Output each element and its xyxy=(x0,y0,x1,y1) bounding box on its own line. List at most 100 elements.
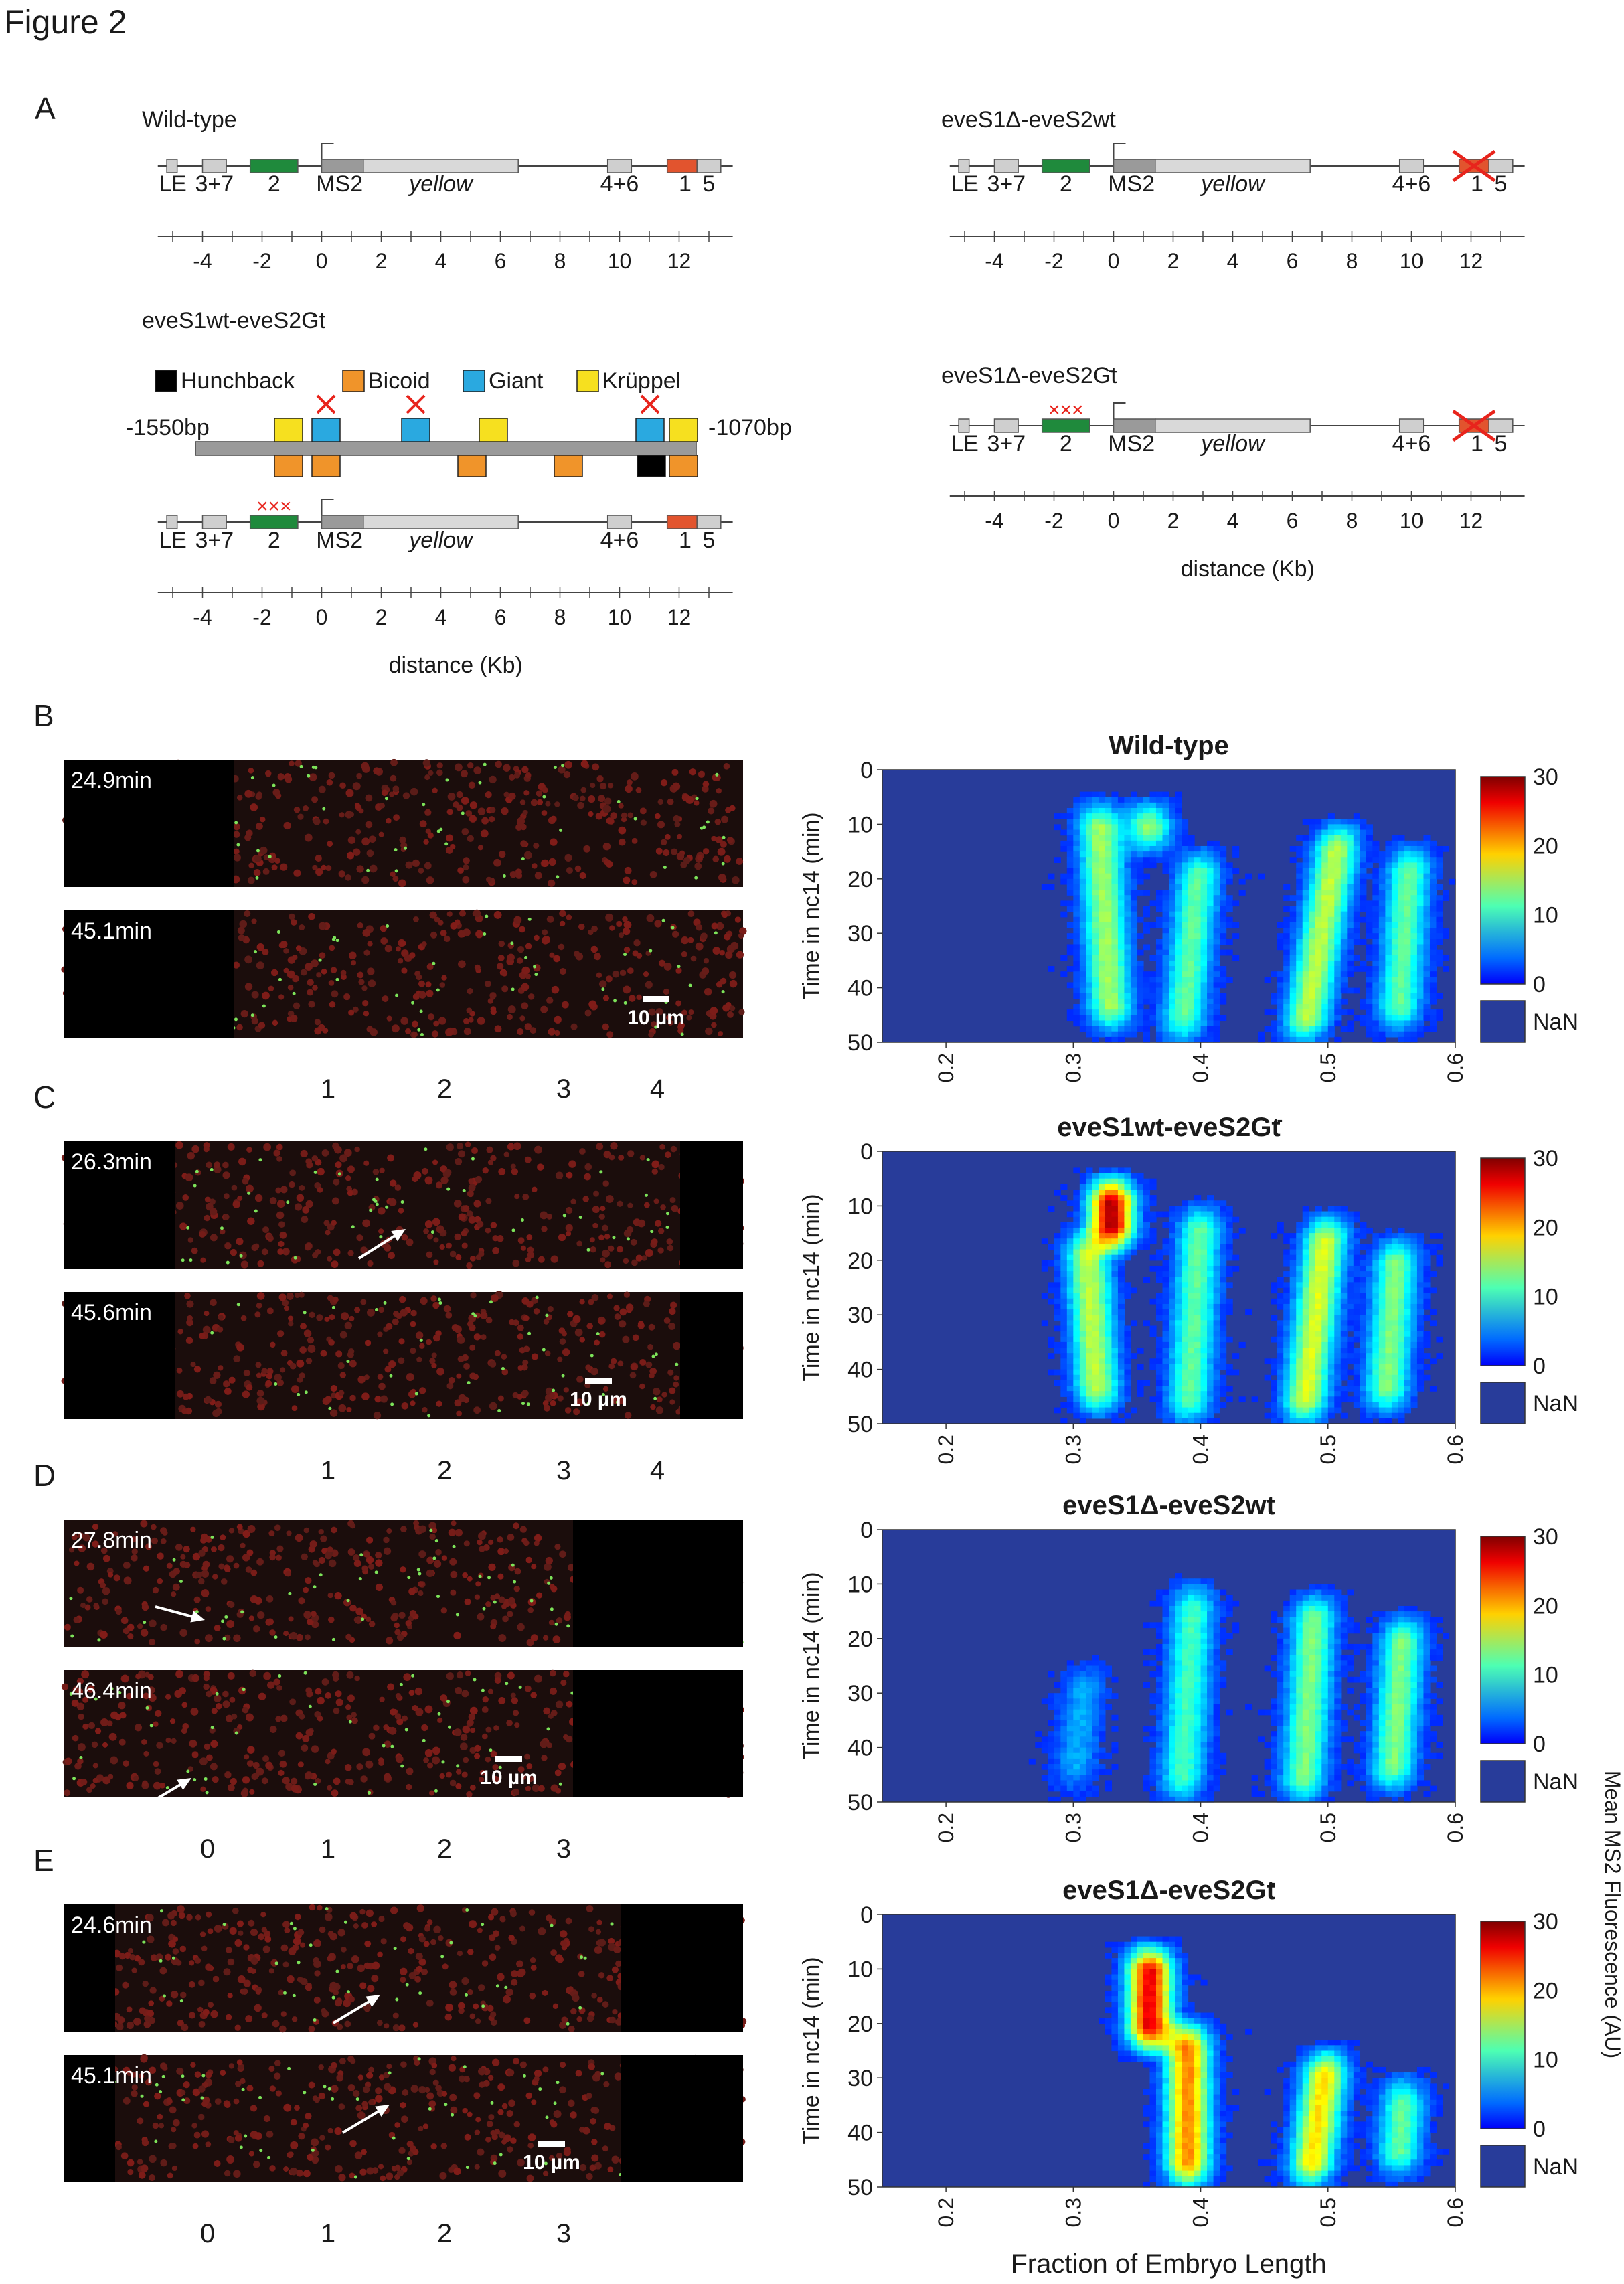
heatmap-cell xyxy=(1111,835,1119,841)
heatmap-cell xyxy=(1360,868,1367,874)
nucleus xyxy=(262,1226,270,1234)
heatmap-cell xyxy=(1360,1271,1367,1277)
ms2-spot xyxy=(417,1028,421,1032)
enhancer-37-box xyxy=(993,159,1019,173)
time-label-late: 45.6min xyxy=(71,1300,152,1325)
ms2-spot xyxy=(247,1191,251,1195)
nucleus xyxy=(463,864,469,871)
heatmap-cell xyxy=(1066,824,1074,831)
heatmap-cell xyxy=(1207,906,1214,912)
heatmap-cell xyxy=(1137,890,1144,896)
heatmap-cell xyxy=(1188,890,1195,896)
heatmap-cell xyxy=(1130,807,1138,814)
heatmap-cell xyxy=(1410,873,1418,880)
nucleus xyxy=(467,987,473,994)
heatmap-cell xyxy=(1391,1026,1398,1032)
heatmap-cell xyxy=(1130,971,1138,977)
heatmap-cell xyxy=(1315,851,1322,858)
nucleus xyxy=(424,1220,433,1228)
nucleus xyxy=(710,1007,718,1015)
heatmap-cell xyxy=(1169,911,1176,918)
heatmap-cell xyxy=(1207,928,1214,934)
heatmap-cell xyxy=(1130,1184,1138,1190)
heatmap-cell xyxy=(1309,1216,1316,1223)
heatmap-cell xyxy=(1162,1026,1169,1032)
nucleus xyxy=(469,801,478,809)
heatmap-cell xyxy=(1169,977,1176,983)
heatmap-cell xyxy=(1155,971,1163,977)
heatmap-cell xyxy=(1162,1009,1169,1015)
nucleus xyxy=(633,939,641,947)
heatmap-cell xyxy=(1271,993,1278,999)
nucleus xyxy=(392,876,399,882)
heatmap-cell xyxy=(1117,1238,1125,1244)
heatmap-cell xyxy=(1334,966,1342,972)
nucleus xyxy=(716,788,722,794)
heatmap-cell xyxy=(1283,1238,1291,1244)
heatmap-cell xyxy=(1200,862,1208,869)
heatmap-cell xyxy=(1169,807,1176,814)
nucleus xyxy=(690,955,697,962)
heatmap-cell xyxy=(1321,1277,1329,1283)
nucleus xyxy=(247,876,255,884)
heatmap-cell xyxy=(1366,829,1373,836)
ms2-spot xyxy=(445,778,449,782)
ms2-spot xyxy=(436,829,440,833)
nucleus xyxy=(415,1331,424,1339)
ms2-spot xyxy=(414,1392,418,1396)
heatmap-cell xyxy=(1436,993,1443,999)
heatmap-cell xyxy=(1226,1211,1233,1218)
heatmap-cell xyxy=(1066,944,1074,951)
heatmap-cell xyxy=(1182,1222,1189,1228)
heatmap-cell xyxy=(1092,1036,1099,1043)
heatmap-cell xyxy=(1066,862,1074,869)
nucleus xyxy=(527,993,535,1000)
heatmap-cell xyxy=(1060,845,1068,852)
nucleus xyxy=(353,848,361,856)
nucleus xyxy=(432,1301,440,1309)
heatmap-cell xyxy=(1289,1287,1297,1294)
heatmap-cell xyxy=(1283,884,1291,890)
heatmap-cell xyxy=(1340,1233,1348,1239)
nucleus xyxy=(636,994,642,1001)
heatmap-cell xyxy=(1117,939,1125,945)
heatmap-cell xyxy=(1079,1211,1086,1218)
heatmap-cell xyxy=(1391,1244,1398,1250)
heatmap-cell xyxy=(1079,845,1086,852)
heatmap-cell xyxy=(1092,868,1099,874)
heatmap-cell xyxy=(1353,829,1360,836)
nucleus xyxy=(400,940,406,947)
nucleus xyxy=(465,1141,471,1147)
heatmap-cell xyxy=(1436,939,1443,945)
heatmap-cell xyxy=(1099,878,1106,885)
heatmap-cell xyxy=(1169,1009,1176,1015)
heatmap-cell xyxy=(1410,971,1418,977)
nucleus xyxy=(277,1330,285,1337)
heatmap-cell xyxy=(1277,1277,1284,1283)
nucleus xyxy=(521,1297,530,1305)
label-1: 1 xyxy=(679,527,692,553)
heatmap-cell xyxy=(1429,900,1437,907)
heatmap-cell xyxy=(1334,1036,1342,1043)
heatmap-cell xyxy=(1378,1026,1386,1032)
heatmap-cell xyxy=(1111,1009,1119,1015)
heatmap-cell xyxy=(1385,851,1392,858)
heatmap-cell xyxy=(1321,1287,1329,1294)
heatmap-cell xyxy=(1200,845,1208,852)
heatmap-cell xyxy=(1289,966,1297,972)
heatmap-cell xyxy=(1041,1293,1048,1299)
heatmap-cell xyxy=(1137,916,1144,923)
heatmap-cell xyxy=(1149,1020,1157,1027)
heatmap-cell xyxy=(1099,966,1106,972)
heatmap-cell xyxy=(1404,1265,1412,1272)
nucleus xyxy=(349,1360,357,1368)
heatmap-cell xyxy=(1309,939,1316,945)
nucleus xyxy=(410,1347,416,1354)
heatmap-cell xyxy=(1073,862,1080,869)
heatmap-cell xyxy=(1130,813,1138,819)
heatmap-cell xyxy=(1155,791,1163,798)
heatmap-cell xyxy=(1340,1009,1348,1015)
heatmap-cell xyxy=(1334,955,1342,961)
nucleus xyxy=(344,1149,352,1157)
